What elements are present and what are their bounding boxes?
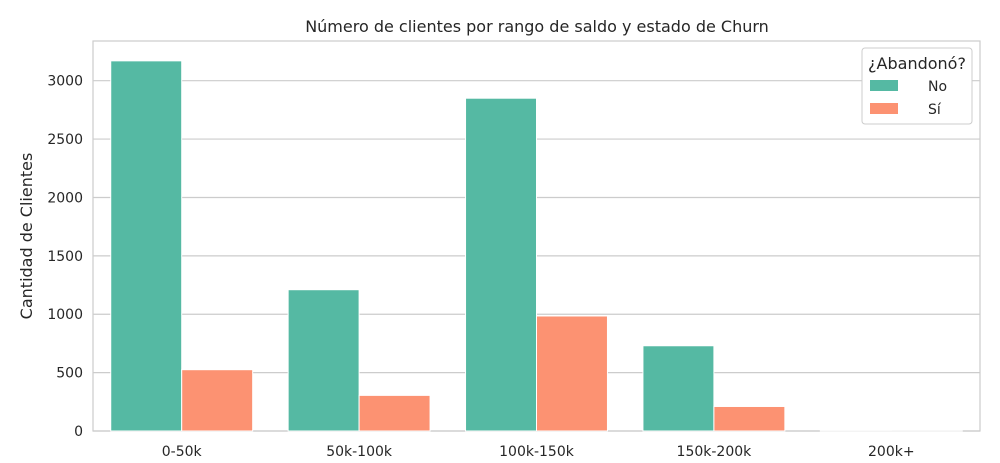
y-tick-label: 0 [74, 424, 83, 440]
bar-No-0-50k [110, 60, 183, 432]
y-tick-label: 1000 [47, 307, 83, 323]
bar-No-100k-150k [465, 97, 538, 432]
legend-swatch-Sí [870, 103, 898, 114]
y-tick-label: 1500 [47, 249, 83, 265]
x-tick-label: 150k-200k [677, 444, 753, 460]
legend-swatch-No [870, 80, 898, 91]
x-tick-label: 0-50k [162, 444, 203, 460]
bar-Sí-100k-150k [536, 315, 608, 432]
bar-Sí-50k-100k [358, 394, 431, 432]
y-tick-label: 3000 [47, 74, 83, 90]
x-tick-labels: 0-50k 50k-100k 100k-150k 150k-200k 200k+ [162, 444, 915, 460]
x-tick-label: 200k+ [868, 444, 915, 460]
bar-No-50k-100k [287, 289, 360, 432]
bar-Sí-150k-200k [713, 405, 786, 432]
legend-title: ¿Abandonó? [868, 54, 966, 73]
y-tick-label: 2500 [47, 132, 83, 148]
bar-Sí-0-50k [181, 369, 254, 432]
chart-title: Número de clientes por rango de saldo y … [305, 17, 769, 36]
x-tick-label: 100k-150k [499, 444, 575, 460]
y-axis-label: Cantidad de Clientes [17, 153, 36, 320]
legend: ¿Abandonó? No Sí [861, 47, 973, 125]
legend-label: No [928, 79, 947, 95]
legend-items: No Sí [870, 79, 947, 118]
y-tick-labels: 0 500 1000 1500 2000 2500 3000 [47, 74, 83, 440]
x-tick-label: 50k-100k [326, 444, 393, 460]
legend-label: Sí [928, 102, 942, 118]
bar-No-150k-200k [642, 345, 715, 432]
y-tick-label: 500 [56, 366, 83, 382]
y-tick-label: 2000 [47, 190, 83, 206]
bars [110, 60, 963, 432]
